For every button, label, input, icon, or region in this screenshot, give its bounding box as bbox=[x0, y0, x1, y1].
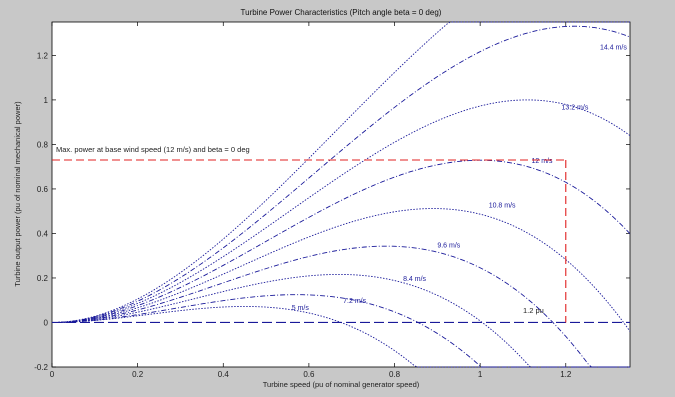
axis-ticks: 0 0.2 0.4 0.6 0.8 1 1.2-0.200.20.40.60.811.2 bbox=[34, 22, 630, 379]
curve-label: 10.8 m/s bbox=[489, 203, 516, 210]
y-tick-label: -0.2 bbox=[34, 363, 48, 372]
curve-label: 13.2 m/s bbox=[561, 105, 588, 112]
y-tick-label: 0.4 bbox=[37, 229, 49, 238]
power-curve-14.4 bbox=[51, 21, 630, 323]
curve-label: 9.6 m/s bbox=[437, 243, 460, 250]
x-axis-label: Turbine speed (pu of nominal generator s… bbox=[263, 380, 420, 389]
y-tick-label: 0.6 bbox=[37, 185, 49, 194]
power-curve-7.2 bbox=[51, 273, 630, 368]
curve-label: 14.4 m/s bbox=[600, 44, 627, 51]
power-curve-8.4 bbox=[51, 245, 630, 368]
x-tick-label: 0.8 bbox=[389, 370, 401, 379]
x-tick-label: 0.6 bbox=[303, 370, 315, 379]
power-curve-12 bbox=[51, 99, 631, 323]
max-power-annotation: Max. power at base wind speed (12 m/s) a… bbox=[52, 145, 567, 323]
x-tick-label: 0.2 bbox=[132, 370, 144, 379]
curve-label: 12 m/s bbox=[532, 158, 554, 165]
power-curve-13.2 bbox=[51, 25, 631, 323]
y-tick-label: 0.8 bbox=[37, 140, 49, 149]
point-label: 1.2 pu bbox=[523, 306, 544, 315]
y-tick-label: 0.2 bbox=[37, 274, 49, 283]
curve-labels: 5 m/s 7.2 m/s 8.4 m/s 9.6 m/s 10.8 m/s 12 m/s… bbox=[292, 44, 628, 311]
power-curve-10.8 bbox=[51, 159, 631, 323]
x-tick-label: 0 bbox=[50, 370, 55, 379]
x-tick-label: 1.2 bbox=[560, 370, 572, 379]
power-curves bbox=[51, 21, 631, 368]
x-tick-label: 0.4 bbox=[218, 370, 230, 379]
curve-label: 7.2 m/s bbox=[343, 298, 366, 305]
curve-label: 5 m/s bbox=[292, 305, 310, 312]
y-tick-label: 1.2 bbox=[37, 51, 49, 60]
curve-label: 8.4 m/s bbox=[403, 276, 426, 283]
y-axis-label: Turbine output power (pu of nominal mech… bbox=[13, 101, 22, 287]
power-curve-6 bbox=[51, 294, 630, 368]
y-tick-label: 0 bbox=[44, 318, 49, 327]
power-curve-9.6 bbox=[51, 208, 631, 332]
power-curve-5 bbox=[51, 306, 630, 368]
chart-title: Turbine Power Characteristics (Pitch ang… bbox=[241, 8, 442, 17]
y-tick-label: 1 bbox=[44, 96, 49, 105]
max-power-text: Max. power at base wind speed (12 m/s) a… bbox=[56, 145, 250, 154]
x-tick-label: 1 bbox=[478, 370, 483, 379]
